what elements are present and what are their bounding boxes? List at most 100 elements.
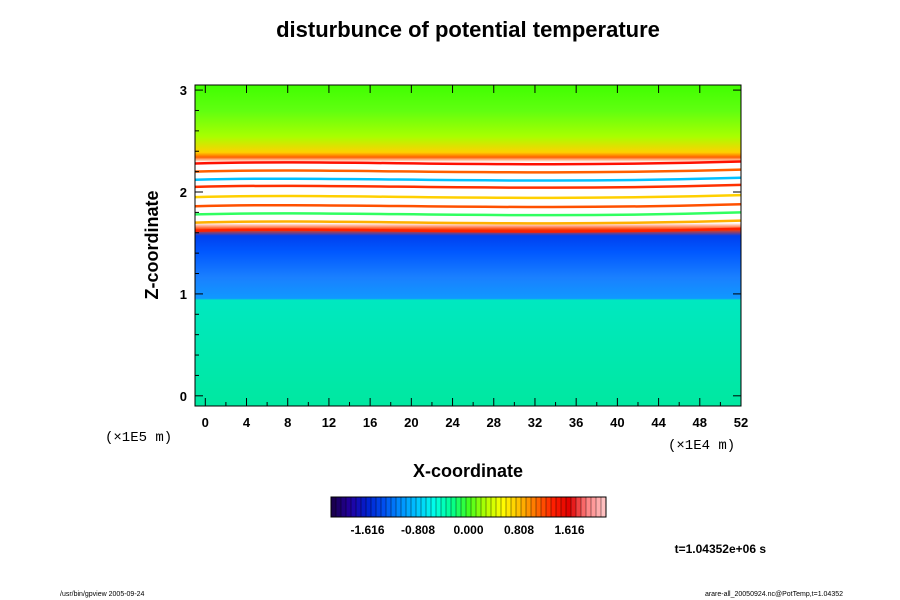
colorbar-segment (541, 497, 547, 517)
colorbar-tick-label: -1.616 (350, 523, 384, 537)
colorbar-segment (401, 497, 407, 517)
colorbar-segment (376, 497, 382, 517)
y-axis-unit: (×1E5 m) (105, 430, 172, 446)
colorbar-segment (406, 497, 412, 517)
colorbar-tick-label: 0.808 (504, 523, 534, 537)
colorbar-segment (416, 497, 422, 517)
chart-title: disturbunce of potential temperature (276, 17, 660, 42)
heatmap-stripe-0 (195, 227, 741, 233)
y-tick-label: 2 (180, 185, 187, 200)
colorbar-segment (356, 497, 362, 517)
x-tick-label: 0 (202, 415, 209, 430)
x-axis-ticks: 0 4 8 12 16 20 24 28 32 36 40 44 48 52 (202, 85, 748, 430)
colorbar-segment (396, 497, 402, 517)
colorbar-segment (461, 497, 467, 517)
y-tick-label: 0 (180, 389, 187, 404)
plot-area (195, 85, 741, 406)
x-tick-label: 4 (243, 415, 251, 430)
heatmap-stripe-6 (195, 176, 741, 182)
colorbar-segment (586, 497, 592, 517)
colorbar-segment (556, 497, 562, 517)
colorbar-segment (601, 497, 607, 517)
colorbar-segment (421, 497, 427, 517)
colorbar-segment (451, 497, 457, 517)
colorbar-segment (506, 497, 512, 517)
colorbar-segment (546, 497, 552, 517)
colorbar-segment (341, 497, 347, 517)
heatmap-stripe-1 (195, 219, 741, 225)
heatmap-layers (195, 160, 741, 233)
plot-frame (194, 84, 742, 407)
colorbar-segment (486, 497, 492, 517)
colorbar-segment (551, 497, 557, 517)
time-label: t=1.04352e+06 s (675, 542, 767, 556)
x-tick-label: 20 (404, 415, 418, 430)
x-tick-label: 52 (734, 415, 748, 430)
y-axis-label: Z-coordinate (142, 190, 162, 299)
x-tick-label: 28 (487, 415, 501, 430)
colorbar-segment (466, 497, 472, 517)
colorbar-segment (581, 497, 587, 517)
colorbar-segment (536, 497, 542, 517)
colorbar-segment (386, 497, 392, 517)
x-tick-label: 32 (528, 415, 542, 430)
colorbar-segment (436, 497, 442, 517)
colorbar-segment (371, 497, 377, 517)
colorbar-segment (526, 497, 532, 517)
x-tick-label: 40 (610, 415, 624, 430)
colorbar-segment (566, 497, 572, 517)
colorbar-segment (391, 497, 397, 517)
x-tick-label: 24 (445, 415, 460, 430)
x-tick-label: 12 (322, 415, 336, 430)
y-tick-label: 1 (180, 287, 187, 302)
heatmap-stripe-7 (195, 168, 741, 174)
x-axis-label: X-coordinate (413, 461, 523, 481)
colorbar-segment (441, 497, 447, 517)
colorbar-segment (521, 497, 527, 517)
heatmap-stripe-4 (195, 193, 741, 200)
colorbar-segment (361, 497, 367, 517)
colorbar-segment (491, 497, 497, 517)
colorbar-segment (381, 497, 387, 517)
colorbar-segment (516, 497, 522, 517)
footer-right: arare-all_20050924.nc@PotTemp,t=1.04352 (705, 591, 843, 598)
heatmap-stripe-5 (195, 183, 741, 189)
heatmap-stripe-3 (195, 203, 741, 209)
colorbar-segment (531, 497, 537, 517)
y-axis-ticks: 0 1 2 3 (180, 83, 741, 404)
colorbar-ticks: -1.616 -0.808 0.000 0.808 1.616 (350, 523, 584, 537)
colorbar-segment (351, 497, 357, 517)
colorbar-segment (456, 497, 462, 517)
heatmap-stripe-2 (195, 211, 741, 217)
colorbar-tick-label: -0.808 (401, 523, 435, 537)
x-axis-unit: (×1E4 m) (668, 438, 735, 454)
colorbar-segment (496, 497, 502, 517)
colorbar-segment (366, 497, 372, 517)
colorbar-segment (411, 497, 417, 517)
x-tick-label: 36 (569, 415, 583, 430)
x-tick-label: 44 (651, 415, 666, 430)
colorbar-segment (331, 497, 337, 517)
x-tick-label: 8 (284, 415, 291, 430)
colorbar-segment (571, 497, 577, 517)
colorbar-tick-label: 1.616 (554, 523, 584, 537)
colorbar-segment (511, 497, 517, 517)
colorbar-tick-label: 0.000 (453, 523, 483, 537)
y-tick-label: 3 (180, 83, 187, 98)
colorbar (330, 496, 607, 518)
footer-left: /usr/bin/gpview 2005-09-24 (60, 591, 145, 598)
colorbar-segment (481, 497, 487, 517)
colorbar-segment (591, 497, 597, 517)
colorbar-segment (431, 497, 437, 517)
colorbar-segment (476, 497, 482, 517)
colorbar-segment (336, 497, 342, 517)
colorbar-segment (501, 497, 507, 517)
x-tick-label: 48 (693, 415, 707, 430)
x-tick-label: 16 (363, 415, 377, 430)
colorbar-segment (471, 497, 477, 517)
colorbar-segment (346, 497, 352, 517)
colorbar-segment (426, 497, 432, 517)
heatmap-stripe-8 (195, 160, 741, 166)
colorbar-segment (576, 497, 582, 517)
